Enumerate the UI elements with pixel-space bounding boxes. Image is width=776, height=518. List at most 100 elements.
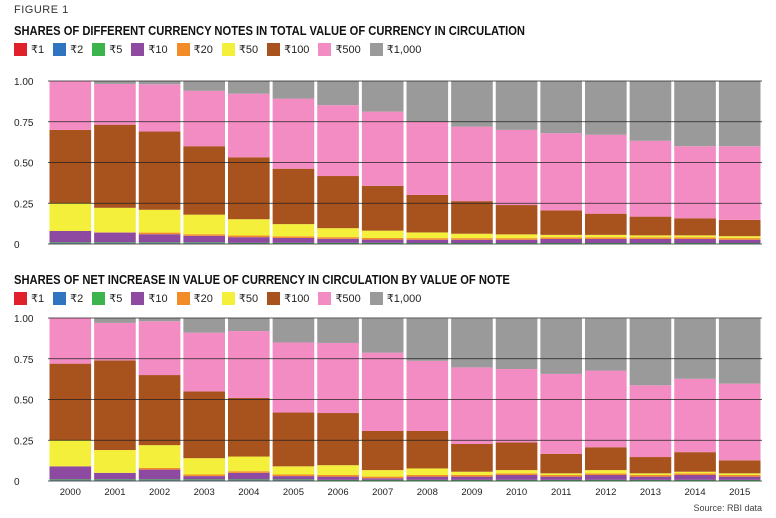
x-tick-label: 2006 <box>327 487 348 498</box>
bar-segment <box>272 318 315 343</box>
bar-segment <box>94 124 136 208</box>
bar-segment <box>406 318 449 361</box>
bar-segment <box>94 232 136 243</box>
bar-segment <box>361 81 404 112</box>
bar-segment <box>585 238 627 244</box>
bar-segment <box>629 473 672 475</box>
bar-segment <box>49 440 92 467</box>
bar-segment <box>629 318 672 386</box>
bar-segment <box>540 237 583 239</box>
bar-segment <box>406 474 449 477</box>
bar-segment <box>451 126 493 202</box>
bar-segment <box>138 209 181 233</box>
bar-segment <box>138 131 181 210</box>
legend-net-increase: ₹1 ₹2 ₹5 ₹10 ₹20 ₹50 ₹100 ₹500 ₹1,000 <box>14 291 430 305</box>
bar-segment <box>585 479 627 481</box>
bar-segment <box>718 219 761 237</box>
bar-segment <box>674 378 716 453</box>
legend-item: ₹20 <box>176 42 213 56</box>
legend-label: ₹5 <box>109 292 123 305</box>
x-tick-label: 2002 <box>149 487 170 498</box>
bar-segment <box>361 237 404 240</box>
bar-segment <box>317 476 359 480</box>
x-tick-label: 2003 <box>194 487 215 498</box>
bar-segment <box>451 238 493 240</box>
y-tick-label: 0.25 <box>14 199 34 210</box>
bar-segment <box>138 445 181 468</box>
legend-label: ₹20 <box>193 292 213 305</box>
bar-segment <box>138 234 181 243</box>
bar-segment <box>674 318 716 379</box>
bar-segment <box>183 391 226 459</box>
bar-segment <box>361 479 404 481</box>
bar-segment <box>674 81 716 147</box>
bar-segment <box>540 474 583 477</box>
y-tick-label: 0.50 <box>14 159 34 170</box>
bar-segment <box>674 238 716 244</box>
figure-label: FIGURE 1 <box>14 4 69 16</box>
bar-segment <box>718 460 761 474</box>
bar-segment <box>718 236 761 239</box>
legend-swatch <box>14 291 27 305</box>
bar-segment <box>674 471 716 474</box>
bar-segment <box>317 342 359 414</box>
x-tick-label: 2014 <box>684 487 705 498</box>
bar-segment <box>94 360 136 451</box>
bar-segment <box>272 412 315 467</box>
legend-item: ₹2 <box>53 42 83 56</box>
bar-segment <box>183 214 226 235</box>
bar-segment <box>629 140 672 217</box>
chart-title-net-increase: SHARES OF NET INCREASE IN VALUE OF CURRE… <box>14 272 510 287</box>
bar-segment <box>718 383 761 461</box>
bar-segment <box>361 352 404 431</box>
legend-swatch <box>318 42 332 56</box>
x-tick-label: 2009 <box>461 487 482 498</box>
legend-item: ₹2 <box>53 291 83 305</box>
legend-swatch <box>221 291 235 305</box>
bar-segment <box>629 235 672 238</box>
bar-segment <box>317 81 359 106</box>
bar-segment <box>495 318 538 370</box>
bar-segment <box>361 230 404 238</box>
bar-segment <box>540 373 583 454</box>
bar-segment <box>94 83 136 125</box>
bar-segment <box>138 469 181 480</box>
legend-item: ₹50 <box>221 291 258 305</box>
legend-item: ₹100 <box>267 291 309 305</box>
bar-segment <box>183 474 226 477</box>
bar-segment <box>361 430 404 471</box>
x-tick-label: 2000 <box>60 487 81 498</box>
legend-item: ₹10 <box>131 291 168 305</box>
bar-segment <box>540 479 583 481</box>
bar-segment <box>406 360 449 431</box>
legend-label: ₹50 <box>238 43 259 56</box>
bar-segment <box>629 385 672 458</box>
legend-item: ₹100 <box>267 42 309 56</box>
bar-segment <box>406 239 449 244</box>
legend-swatch <box>131 42 145 56</box>
bar-segment <box>718 146 761 220</box>
bar-segment <box>138 81 181 85</box>
bar-segment <box>138 242 181 244</box>
legend-swatch <box>176 42 190 56</box>
bar-segment <box>183 332 226 392</box>
legend-item: ₹20 <box>176 291 213 305</box>
legend-label: ₹1 <box>31 292 45 305</box>
bar-segment <box>317 413 359 466</box>
bar-segment <box>94 322 136 361</box>
bar-segment <box>272 168 315 225</box>
bar-segment <box>183 242 226 244</box>
bar-segment <box>585 473 627 475</box>
bar-segment <box>674 235 716 238</box>
x-tick-label: 2012 <box>595 487 616 498</box>
bar-segment <box>94 81 136 84</box>
bar-segment <box>94 318 136 323</box>
legend-swatch <box>131 291 145 305</box>
y-tick-label: 0 <box>14 477 20 488</box>
bar-segment <box>183 479 226 481</box>
bar-segment <box>361 318 404 353</box>
bar-segment <box>540 453 583 474</box>
bar-segment <box>629 474 672 477</box>
bar-segment <box>406 430 449 469</box>
bar-segment <box>406 81 449 122</box>
